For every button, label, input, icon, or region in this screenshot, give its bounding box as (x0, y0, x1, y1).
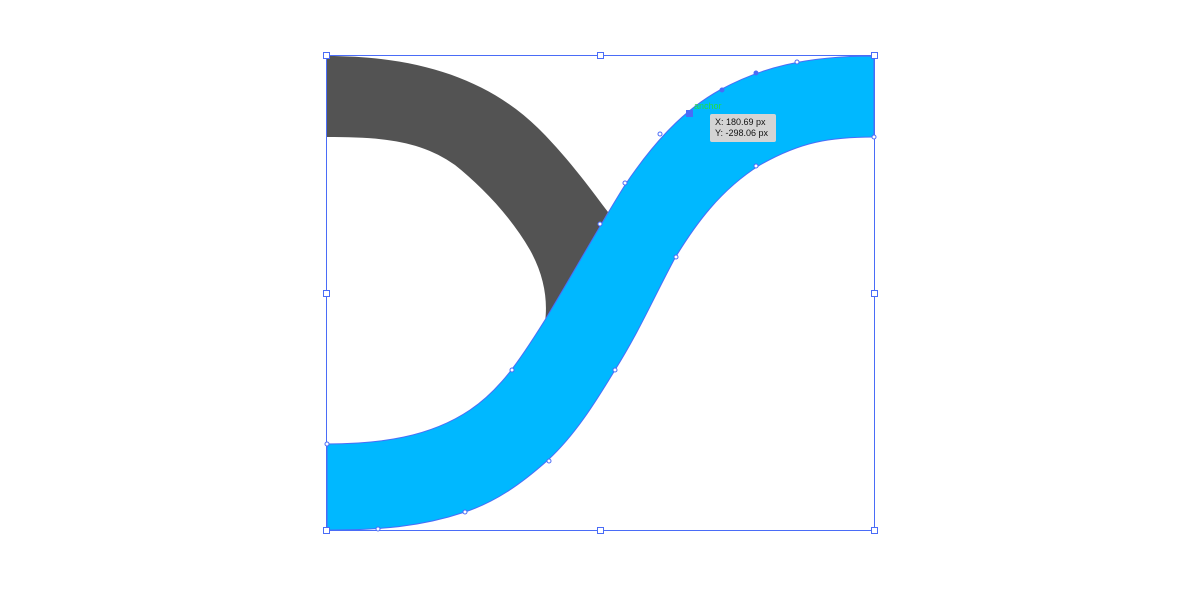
handle-top-center[interactable] (597, 52, 604, 59)
anchor-point-icon[interactable] (871, 134, 877, 140)
dark-arc-shape[interactable] (327, 56, 608, 322)
anchor-point-icon[interactable] (794, 59, 800, 65)
handle-bottom-left[interactable] (323, 527, 330, 534)
anchor-point-icon[interactable] (375, 526, 381, 532)
anchor-point-icon[interactable] (509, 367, 515, 373)
active-anchor-icon[interactable] (686, 110, 693, 117)
anchor-point-icon[interactable] (657, 131, 663, 137)
anchor-point-icon[interactable] (753, 163, 759, 169)
anchor-point-icon[interactable] (462, 509, 468, 515)
coordinates-tooltip: X: 180.69 px Y: -298.06 px (710, 114, 776, 142)
selected-path-outline (326, 55, 875, 531)
handle-middle-left[interactable] (323, 290, 330, 297)
anchor-point-icon[interactable] (546, 458, 552, 464)
handle-top-right[interactable] (871, 52, 878, 59)
tooltip-x-value: X: 180.69 px (715, 117, 766, 127)
handle-bottom-center[interactable] (597, 527, 604, 534)
smart-guide-label: anchor (694, 101, 722, 111)
handle-top-left[interactable] (323, 52, 330, 59)
blue-s-curve-shape[interactable] (327, 56, 874, 530)
handle-bottom-right[interactable] (871, 527, 878, 534)
tooltip-y-value: Y: -298.06 px (715, 128, 769, 138)
anchor-point-icon[interactable] (673, 254, 679, 260)
anchor-point-icon[interactable] (324, 441, 330, 447)
anchor-point-icon[interactable] (753, 70, 759, 76)
anchor-point-icon[interactable] (612, 367, 618, 373)
handle-middle-right[interactable] (871, 290, 878, 297)
anchor-point-icon[interactable] (597, 221, 603, 227)
anchor-point-icon[interactable] (719, 87, 725, 93)
anchor-point-icon[interactable] (622, 180, 628, 186)
